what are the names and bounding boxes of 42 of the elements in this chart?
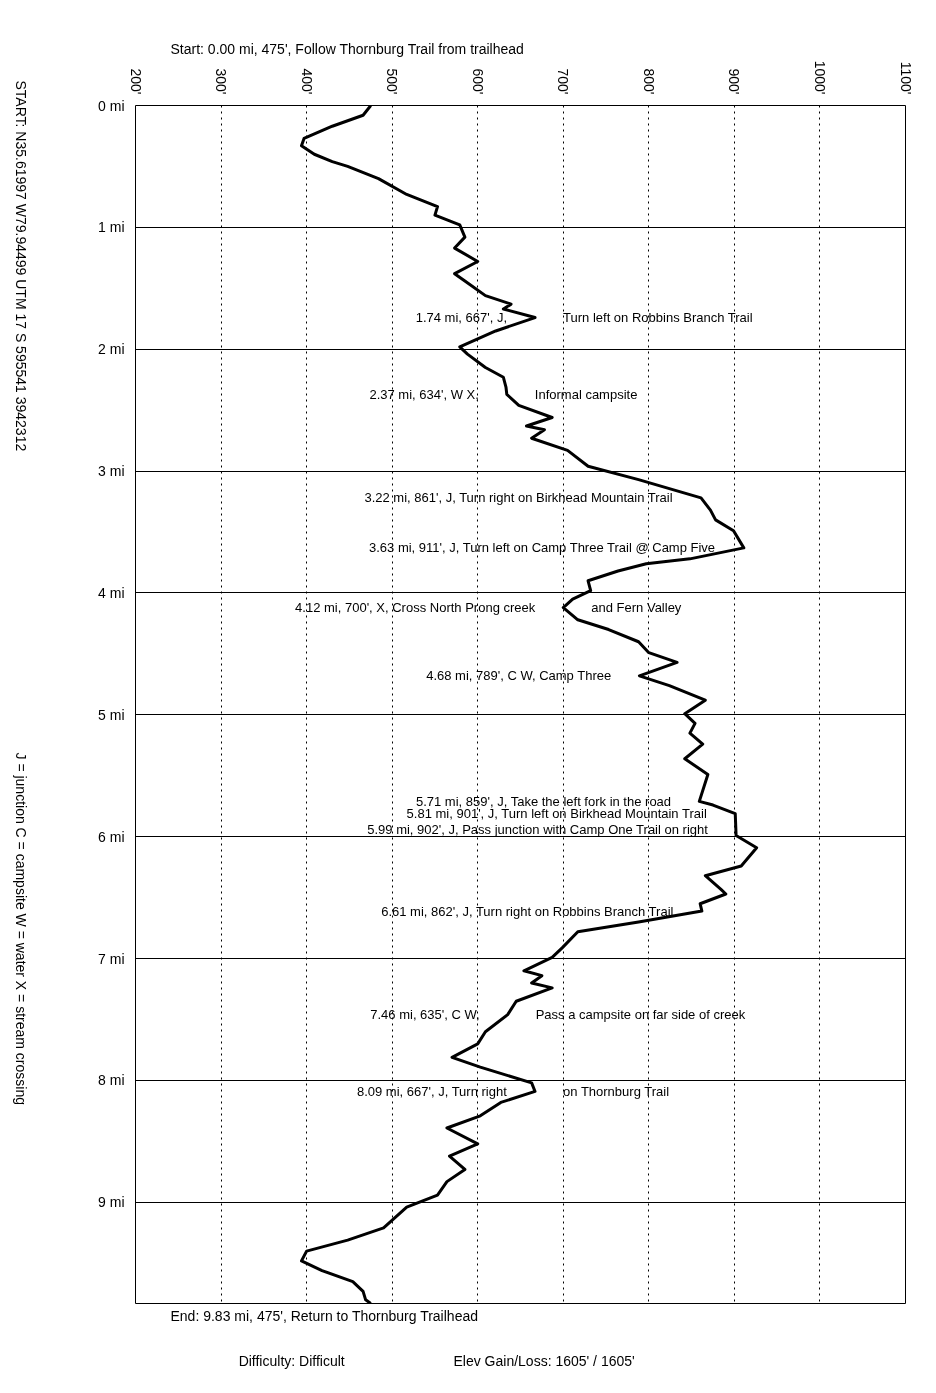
text: J = junction C = campsite W = water X = stream crossing	[12, 752, 29, 1105]
x-tick-label: 400'	[298, 68, 315, 95]
x-tick-label: 700'	[555, 68, 572, 95]
x-tick-label: 300'	[213, 68, 230, 95]
y-tick-label: 7 mi	[98, 950, 125, 967]
text: START: N35.61997 W79.94499 UTM 17 S 595541 3942312	[12, 80, 29, 452]
annotation: 4.68 mi, 789', C W, Camp Three	[426, 668, 612, 684]
annotation: 5.99 mi, 902', J, Pass junction with Camp One Trail on right	[367, 821, 709, 837]
text: End: 9.83 mi, 475', Return to Thornburg Trailhead	[170, 1307, 478, 1324]
annotation: 8.09 mi, 667', J, Turn right	[356, 1083, 508, 1099]
text: Start: 0.00 mi, 475', Follow Thornburg Trail from trailhead	[170, 40, 524, 57]
y-tick-label: 8 mi	[98, 1072, 125, 1089]
text: Elev Gain/Loss: 1605' / 1605'	[453, 1352, 635, 1369]
annotation: 2.37 mi, 634', W X,	[369, 386, 479, 402]
annotation: on Thornburg Trail	[563, 1083, 670, 1099]
annotation: 3.22 mi, 861', J, Turn right on Birkhead Mountain Trail	[364, 490, 673, 506]
annotation: 7.46 mi, 635', C W,	[370, 1007, 480, 1023]
annotation: Turn left on Robbins Branch Trail	[563, 310, 753, 326]
annotation: 5.71 mi, 859', J, Take the left fork in the road	[415, 793, 672, 809]
annotation: Pass a campsite on far side of creek	[535, 1007, 746, 1023]
x-tick-label: 1000'	[811, 60, 828, 95]
y-tick-label: 4 mi	[98, 584, 125, 601]
y-tick-label: 1 mi	[98, 219, 125, 236]
x-tick-label: 500'	[384, 68, 401, 95]
y-tick-label: 5 mi	[98, 706, 125, 723]
annotation: 6.61 mi, 862', J, Turn right on Robbins Branch Trail	[381, 903, 674, 919]
y-tick-label: 0 mi	[98, 97, 125, 114]
annotation: and Fern Valley	[591, 600, 682, 616]
x-tick-label: 1100'	[897, 61, 914, 95]
y-tick-label: 2 mi	[98, 341, 125, 358]
text: Difficulty: Difficult	[238, 1352, 345, 1369]
annotation: Informal campsite	[534, 386, 638, 402]
y-tick-label: 3 mi	[98, 463, 125, 480]
y-tick-label: 9 mi	[98, 1194, 125, 1211]
y-tick-label: 6 mi	[98, 828, 125, 845]
annotation: 3.63 mi, 911', J, Turn left on Camp Three Trail @ Camp Five	[368, 540, 716, 556]
x-tick-label: 200'	[127, 68, 144, 95]
annotation: 1.74 mi, 667', J,	[415, 310, 508, 326]
annotation: 4.12 mi, 700', X, Cross North Prong creek	[295, 600, 536, 616]
x-tick-label: 900'	[726, 68, 743, 95]
x-tick-label: 600'	[469, 68, 486, 95]
x-tick-label: 800'	[640, 68, 657, 95]
